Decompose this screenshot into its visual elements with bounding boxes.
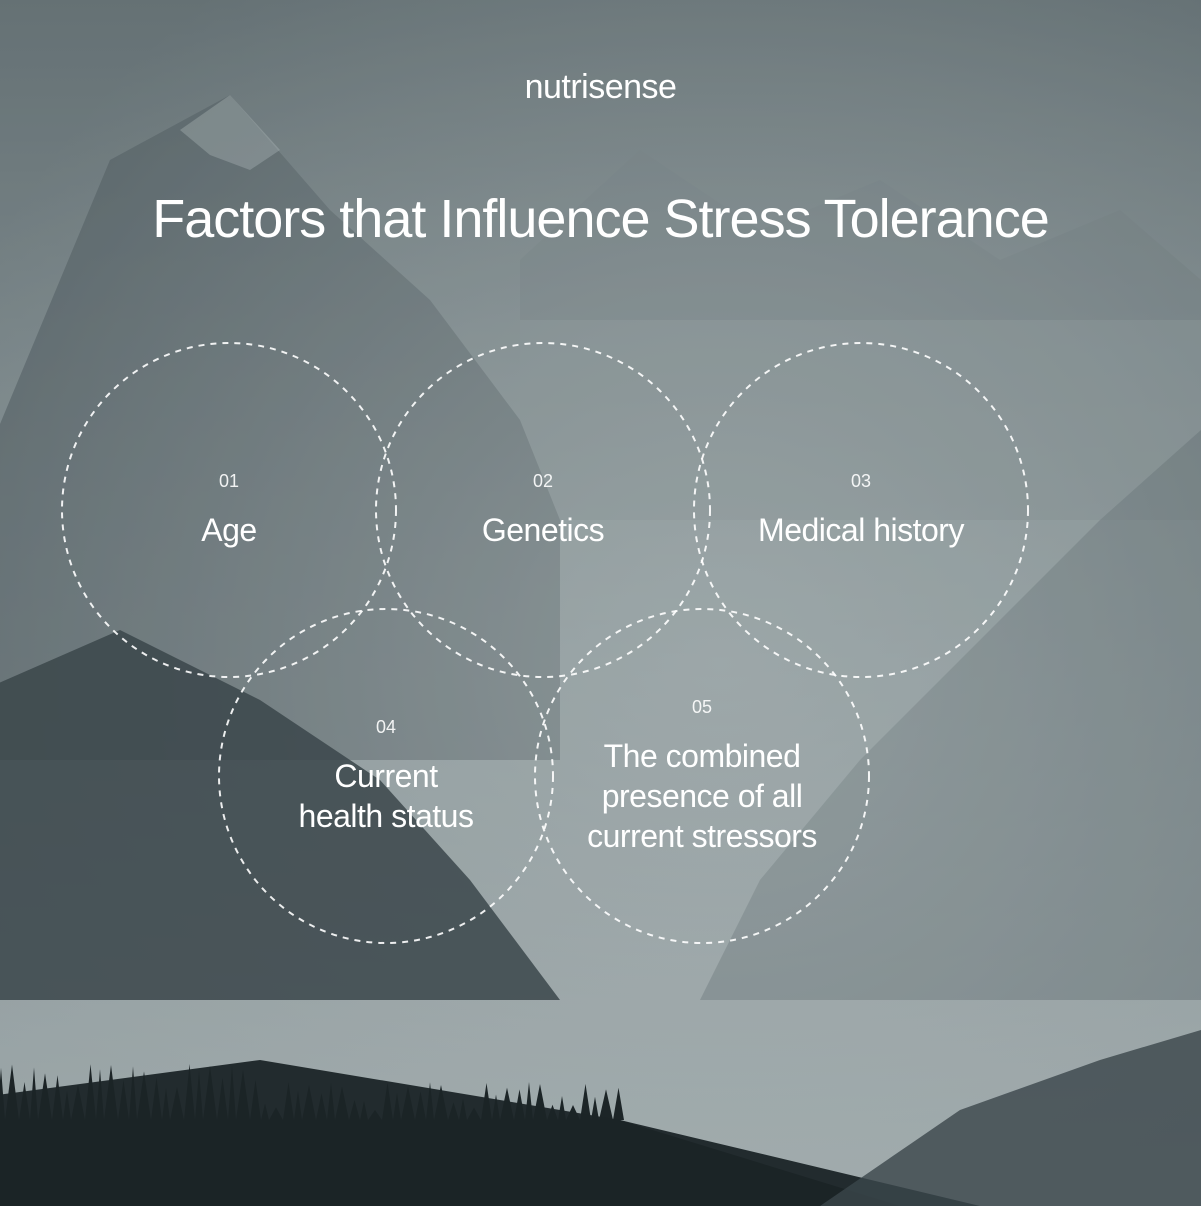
factor-label: The combinedpresence of allcurrent stres… bbox=[557, 736, 847, 856]
factor-number: 05 bbox=[692, 697, 712, 718]
factor-circle-5: 05 The combinedpresence of allcurrent str… bbox=[534, 608, 870, 944]
factor-label: Genetics bbox=[452, 510, 634, 550]
factor-number: 03 bbox=[851, 471, 871, 492]
factor-number: 04 bbox=[376, 717, 396, 738]
factor-label: Currenthealth status bbox=[269, 756, 504, 836]
factor-label: Medical history bbox=[728, 510, 994, 550]
factor-label: Age bbox=[171, 510, 286, 550]
factor-number: 02 bbox=[533, 471, 553, 492]
factor-number: 01 bbox=[219, 471, 239, 492]
infographic: nutrisense Factors that Influence Stress… bbox=[0, 0, 1201, 1206]
factor-circle-4: 04 Currenthealth status bbox=[218, 608, 554, 944]
circles-container: 01 Age 02 Genetics 03 Medical history 04 Curren… bbox=[0, 0, 1201, 1206]
